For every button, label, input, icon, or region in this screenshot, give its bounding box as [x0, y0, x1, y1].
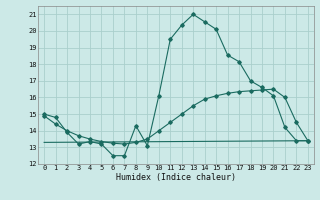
X-axis label: Humidex (Indice chaleur): Humidex (Indice chaleur): [116, 173, 236, 182]
